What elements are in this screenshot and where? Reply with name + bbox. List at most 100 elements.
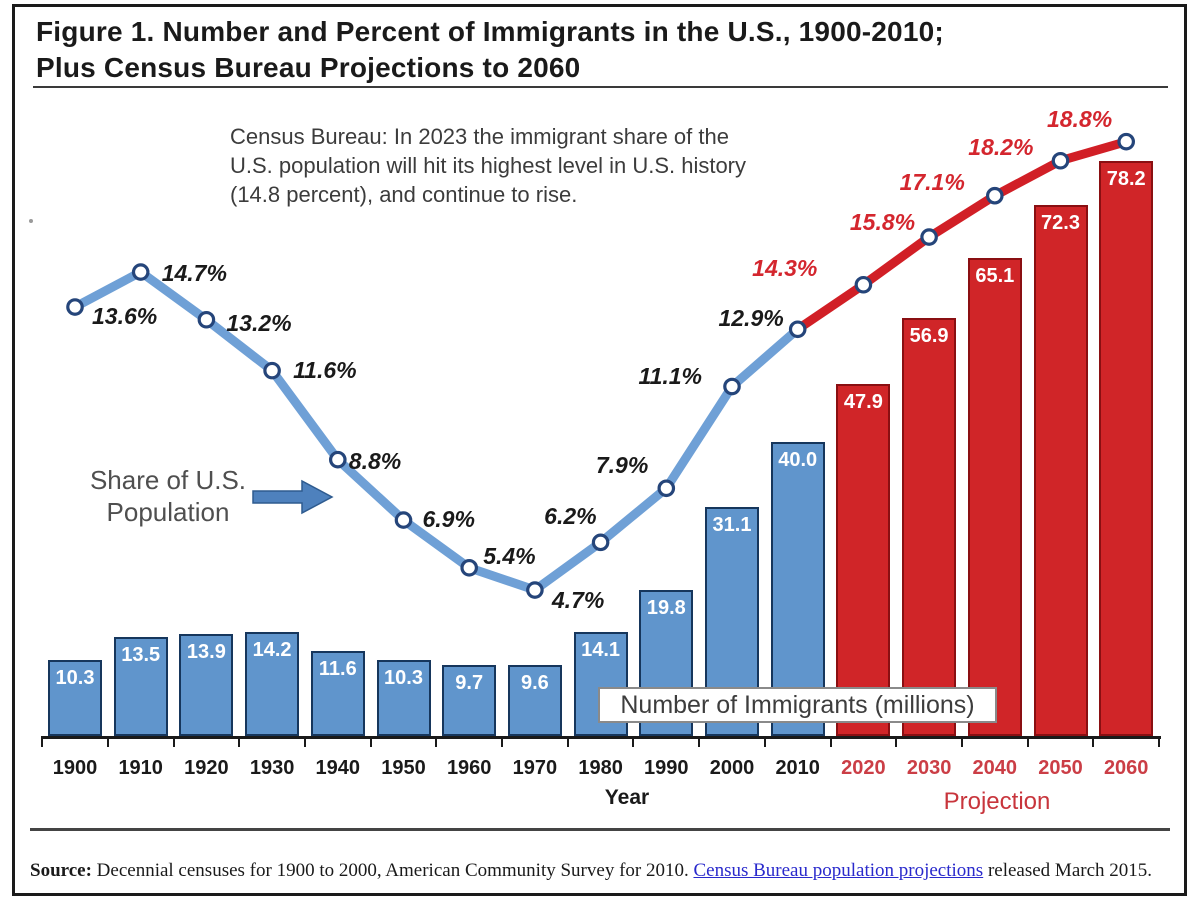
census-bureau-annotation: Census Bureau: In 2023 the immigrant sha… — [230, 122, 830, 209]
bar-1970 — [507, 665, 562, 736]
axis-tick — [1026, 738, 1029, 747]
axis-tick — [106, 738, 109, 747]
axis-tick — [829, 738, 832, 747]
source-link[interactable]: Census Bureau population projections — [693, 860, 984, 881]
pct-label-1910: 14.7% — [161, 260, 227, 287]
pct-label-2050: 18.2% — [968, 133, 1034, 160]
pct-label-2010: 12.9% — [718, 305, 784, 332]
marker-1950 — [394, 511, 413, 529]
year-label-1980: 1980 — [578, 757, 623, 779]
bar-value-1940: 11.6 — [318, 657, 357, 680]
bar-1910 — [113, 636, 168, 736]
pct-label-1960: 5.4% — [483, 542, 536, 569]
axis-tick — [303, 738, 306, 747]
axis-tick — [960, 738, 963, 747]
bar-value-1920: 13.9 — [186, 640, 226, 663]
axis-tick — [41, 738, 44, 747]
axis-tick — [501, 738, 504, 747]
x-axis-line — [41, 736, 1161, 739]
year-label-2060: 2060 — [1103, 757, 1149, 779]
bar-2030 — [902, 317, 957, 736]
year-label-2030: 2030 — [906, 757, 952, 779]
bar-value-2000: 31.1 — [712, 514, 752, 537]
axis-tick — [698, 738, 701, 747]
axis-tick — [632, 738, 635, 747]
year-label-1960: 1960 — [446, 757, 492, 779]
bar-value-1950: 10.3 — [384, 667, 423, 690]
pct-label-1900: 13.6% — [92, 303, 158, 330]
year-label-1950: 1950 — [381, 757, 426, 779]
pct-label-1950: 6.9% — [422, 506, 475, 533]
bar-value-1990: 19.8 — [646, 597, 686, 620]
bar-value-1960: 9.7 — [455, 671, 484, 694]
marker-2030 — [920, 228, 938, 246]
source-text-2: released March 2015. — [983, 860, 1153, 881]
source-prefix: Source: — [30, 860, 92, 881]
axis-tick — [1158, 738, 1161, 747]
pct-label-1940: 8.8% — [348, 447, 402, 474]
year-label-1920: 1920 — [184, 757, 229, 779]
marker-1970 — [526, 581, 544, 599]
bar-2020 — [836, 383, 891, 736]
axis-tick — [566, 738, 569, 747]
marker-2040 — [985, 186, 1004, 205]
year-label-1990: 1990 — [644, 757, 689, 779]
source-note: Source: Decennial censuses for 1900 to 2… — [30, 858, 1178, 883]
line-historical — [72, 267, 801, 595]
projection-label: Projection — [943, 788, 1051, 815]
axis-tick — [172, 738, 175, 747]
bar-2040 — [967, 257, 1022, 736]
year-label-2020: 2020 — [841, 757, 886, 779]
source-text-1: Decennial censuses for 1900 to 2000, Ame… — [91, 860, 694, 881]
x-axis-title: Year — [604, 786, 650, 809]
right-arrow-icon — [252, 479, 334, 515]
bar-value-1900: 10.3 — [55, 667, 95, 690]
axis-tick — [435, 738, 438, 747]
bar-1960 — [442, 664, 497, 736]
footer-divider — [30, 828, 1170, 831]
bar-series-label-box: Number of Immigrants (millions) — [598, 687, 997, 723]
pct-label-2060: 18.8% — [1046, 105, 1113, 132]
marker-1980 — [591, 533, 610, 552]
marker-2050 — [1051, 151, 1070, 170]
bar-value-2030: 56.9 — [909, 324, 949, 347]
year-label-1910: 1910 — [118, 757, 163, 779]
bar-value-2050: 72.3 — [1041, 211, 1080, 234]
marker-1900 — [66, 298, 84, 316]
marker-1930 — [263, 361, 281, 380]
bar-value-2020: 47.9 — [843, 390, 883, 413]
bar-value-2060: 78.2 — [1106, 168, 1146, 191]
annotation-line2: U.S. population will hit its highest lev… — [230, 153, 747, 178]
pct-label-1980: 6.2% — [544, 503, 597, 530]
figure-title-line1: Figure 1. Number and Percent of Immigran… — [36, 16, 944, 47]
marker-2000 — [723, 377, 741, 396]
pct-label-1930: 11.6% — [293, 356, 357, 383]
marker-1990 — [657, 479, 676, 498]
marker-2010 — [788, 320, 807, 339]
year-label-1940: 1940 — [315, 757, 361, 779]
axis-tick — [369, 738, 372, 747]
year-label-1900: 1900 — [52, 757, 98, 779]
bar-1950 — [376, 660, 431, 736]
bar-1900 — [48, 660, 102, 736]
annotation-line3: (14.8 percent), and continue to rise. — [230, 182, 578, 207]
bar-1920 — [179, 633, 234, 736]
pct-label-2030: 15.8% — [849, 209, 916, 236]
pct-label-2000: 11.1% — [638, 362, 702, 389]
bar-value-1910: 13.5 — [121, 643, 161, 666]
year-label-2050: 2050 — [1038, 757, 1083, 779]
bar-1930 — [245, 631, 300, 736]
marker-1910 — [131, 263, 150, 281]
bar-2050 — [1033, 204, 1088, 736]
year-label-1930: 1930 — [249, 757, 295, 779]
bar-value-1970: 9.6 — [520, 672, 549, 695]
axis-tick — [238, 738, 241, 747]
bar-value-1930: 14.2 — [252, 638, 292, 661]
pct-label-1990: 7.9% — [595, 452, 649, 479]
figure-title-line2: Plus Census Bureau Projections to 2060 — [36, 52, 581, 83]
stray-mark — [29, 219, 33, 223]
marker-2060 — [1117, 132, 1135, 151]
bar-2060 — [1099, 161, 1154, 736]
marker-2020 — [854, 275, 873, 294]
